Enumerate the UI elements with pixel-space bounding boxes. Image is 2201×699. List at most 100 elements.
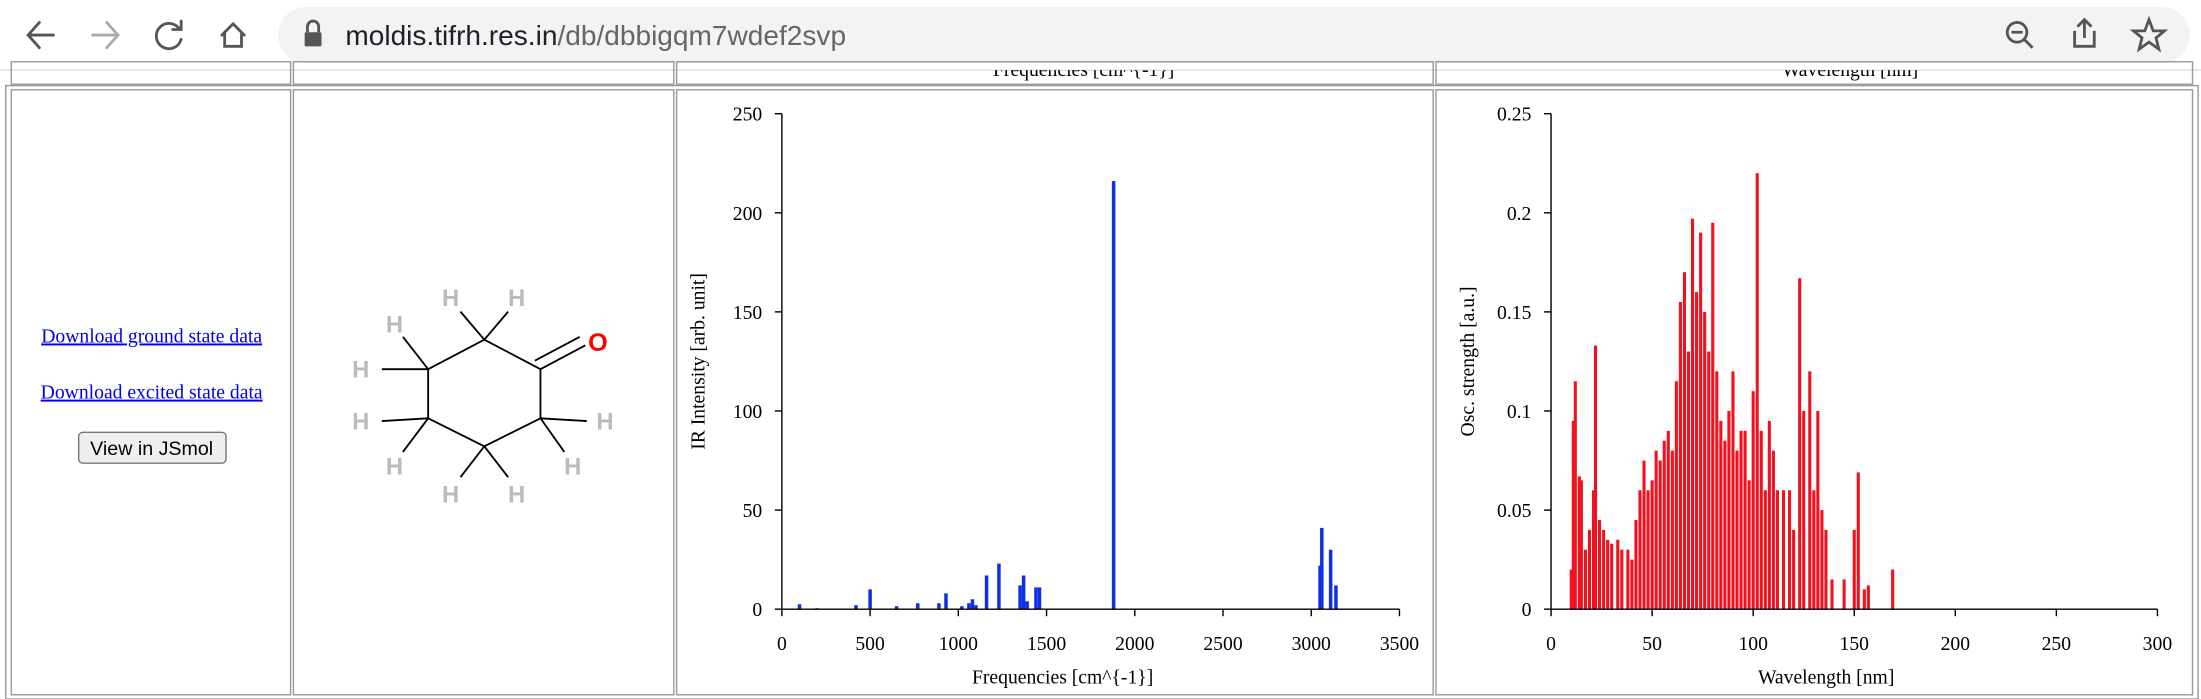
- bar: [1318, 565, 1322, 610]
- bar: [1856, 472, 1860, 610]
- bar: [1719, 420, 1723, 610]
- link[interactable]: Download ground state data: [41, 325, 262, 347]
- bar: [1715, 371, 1719, 610]
- lock-icon: [304, 32, 322, 47]
- bar: [1891, 569, 1895, 610]
- y-tick-label: 100: [733, 401, 763, 423]
- x-tick-label: 1500: [1027, 633, 1066, 655]
- table: [4, 61, 2199, 699]
- bar: [970, 599, 975, 610]
- bar: [1579, 480, 1583, 610]
- bar: [1711, 222, 1715, 610]
- bar: [1816, 410, 1820, 610]
- bar: [1788, 490, 1792, 610]
- bar: [1021, 575, 1026, 610]
- back-button[interactable]: [26, 21, 55, 50]
- url[interactable]: moldis.tifrh.res.in/db/dbbigqm7wdef2svp: [345, 20, 846, 51]
- y-tick-label: 0.1: [1507, 401, 1532, 423]
- bar: [1699, 232, 1703, 610]
- bar: [1755, 173, 1759, 610]
- atom-label: H: [508, 285, 525, 312]
- bar: [1802, 410, 1806, 610]
- bar: [1695, 292, 1699, 610]
- bar: [1646, 490, 1650, 610]
- bar: [1824, 529, 1828, 610]
- bar: [1759, 430, 1763, 610]
- zoom-icon[interactable]: [2005, 21, 2029, 44]
- bar: [1593, 345, 1598, 610]
- bar: [1862, 589, 1866, 610]
- chart: 0 50 100 150 200 250 300 0 0.05 0.1 0.15 0.2 0.25 Wav…: [1457, 104, 2172, 689]
- x-tick-label: 200: [1941, 633, 1971, 655]
- bar: [1842, 579, 1846, 610]
- bar: [1587, 529, 1592, 610]
- y-tick-label: 50: [743, 500, 763, 522]
- x-tick-label: 3500: [1380, 633, 1419, 655]
- bar: [854, 605, 858, 610]
- atom-label: H: [442, 285, 459, 312]
- bar: [1812, 490, 1816, 610]
- bar: [1798, 278, 1802, 610]
- y-axis-label: Osc. strength [a.u.]: [1457, 286, 1479, 436]
- bar: [868, 589, 872, 610]
- bar: [1670, 450, 1674, 610]
- x-tick-label: 50: [1642, 633, 1662, 655]
- bar: [1792, 529, 1796, 610]
- bar: [1630, 559, 1634, 610]
- bar: [1602, 529, 1606, 610]
- bar: [1674, 381, 1678, 610]
- bar: [894, 606, 899, 610]
- x-tick-label: 2000: [1115, 633, 1154, 655]
- bar: [1111, 181, 1116, 610]
- bar: [1739, 430, 1743, 610]
- y-axis-label: IR Intensity [arb. unit]: [688, 273, 710, 450]
- x-tick-label: 150: [1840, 633, 1870, 655]
- bar: [1606, 539, 1610, 610]
- bar: [1018, 585, 1022, 610]
- bar: [1654, 450, 1658, 610]
- bar: [1650, 480, 1654, 610]
- bar: [1583, 549, 1587, 610]
- atom-label: H: [386, 312, 403, 339]
- y-tick-label: 0: [1522, 599, 1532, 621]
- bar: [1034, 587, 1038, 610]
- reload-button[interactable]: [154, 19, 183, 51]
- x-tick-label: 250: [2042, 633, 2072, 655]
- bar: [797, 604, 802, 610]
- bar: [1666, 430, 1670, 610]
- x-tick-label: 0: [1546, 633, 1556, 655]
- atom-label: O: [588, 329, 608, 357]
- bar: [984, 575, 989, 610]
- bar: [1662, 440, 1666, 610]
- x-tick-label: 300: [2143, 633, 2173, 655]
- y-tick-label: 150: [733, 302, 763, 324]
- bar: [915, 603, 920, 610]
- address-bar[interactable]: [277, 7, 2190, 64]
- bar: [1634, 519, 1638, 610]
- share-icon[interactable]: [2073, 17, 2096, 48]
- bar: [1743, 430, 1747, 610]
- bar: [1025, 601, 1029, 610]
- atom-label: H: [352, 357, 369, 384]
- bar: [1610, 543, 1614, 610]
- forward-button[interactable]: [91, 21, 120, 50]
- bar: [1328, 549, 1333, 610]
- bar: [1763, 490, 1767, 610]
- bar: [1686, 351, 1691, 610]
- bar: [1723, 440, 1727, 610]
- y-tick-label: 0.2: [1507, 203, 1532, 225]
- bookmark-icon[interactable]: [2129, 15, 2169, 53]
- bar: [1751, 391, 1755, 610]
- atom-label: H: [442, 481, 459, 508]
- x-tick-label: 1000: [939, 633, 978, 655]
- home-button[interactable]: [220, 21, 246, 48]
- link[interactable]: Download excited state data: [41, 382, 263, 404]
- x-axis-label: Wavelength [nm]: [1758, 667, 1894, 689]
- bar: [1866, 585, 1870, 610]
- bar: [967, 603, 971, 610]
- x-tick-label: 100: [1738, 633, 1768, 655]
- button[interactable]: [77, 431, 227, 464]
- bar: [1620, 549, 1624, 610]
- url-host: moldis.tifrh.res.in: [345, 20, 557, 51]
